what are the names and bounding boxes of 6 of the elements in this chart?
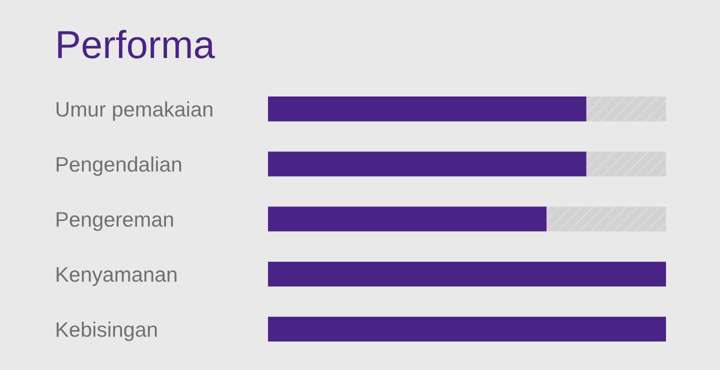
y-tick-label: Kebisingan	[56, 322, 157, 342]
y-tick-label: Umur pemakaian	[56, 101, 212, 121]
y-tick-label: Pengendalian	[56, 156, 182, 176]
y-tick-label: Kenyamanan	[56, 267, 176, 286]
chart-title: Performa	[58, 30, 215, 58]
y-tick-label: Pengereman	[56, 212, 173, 231]
